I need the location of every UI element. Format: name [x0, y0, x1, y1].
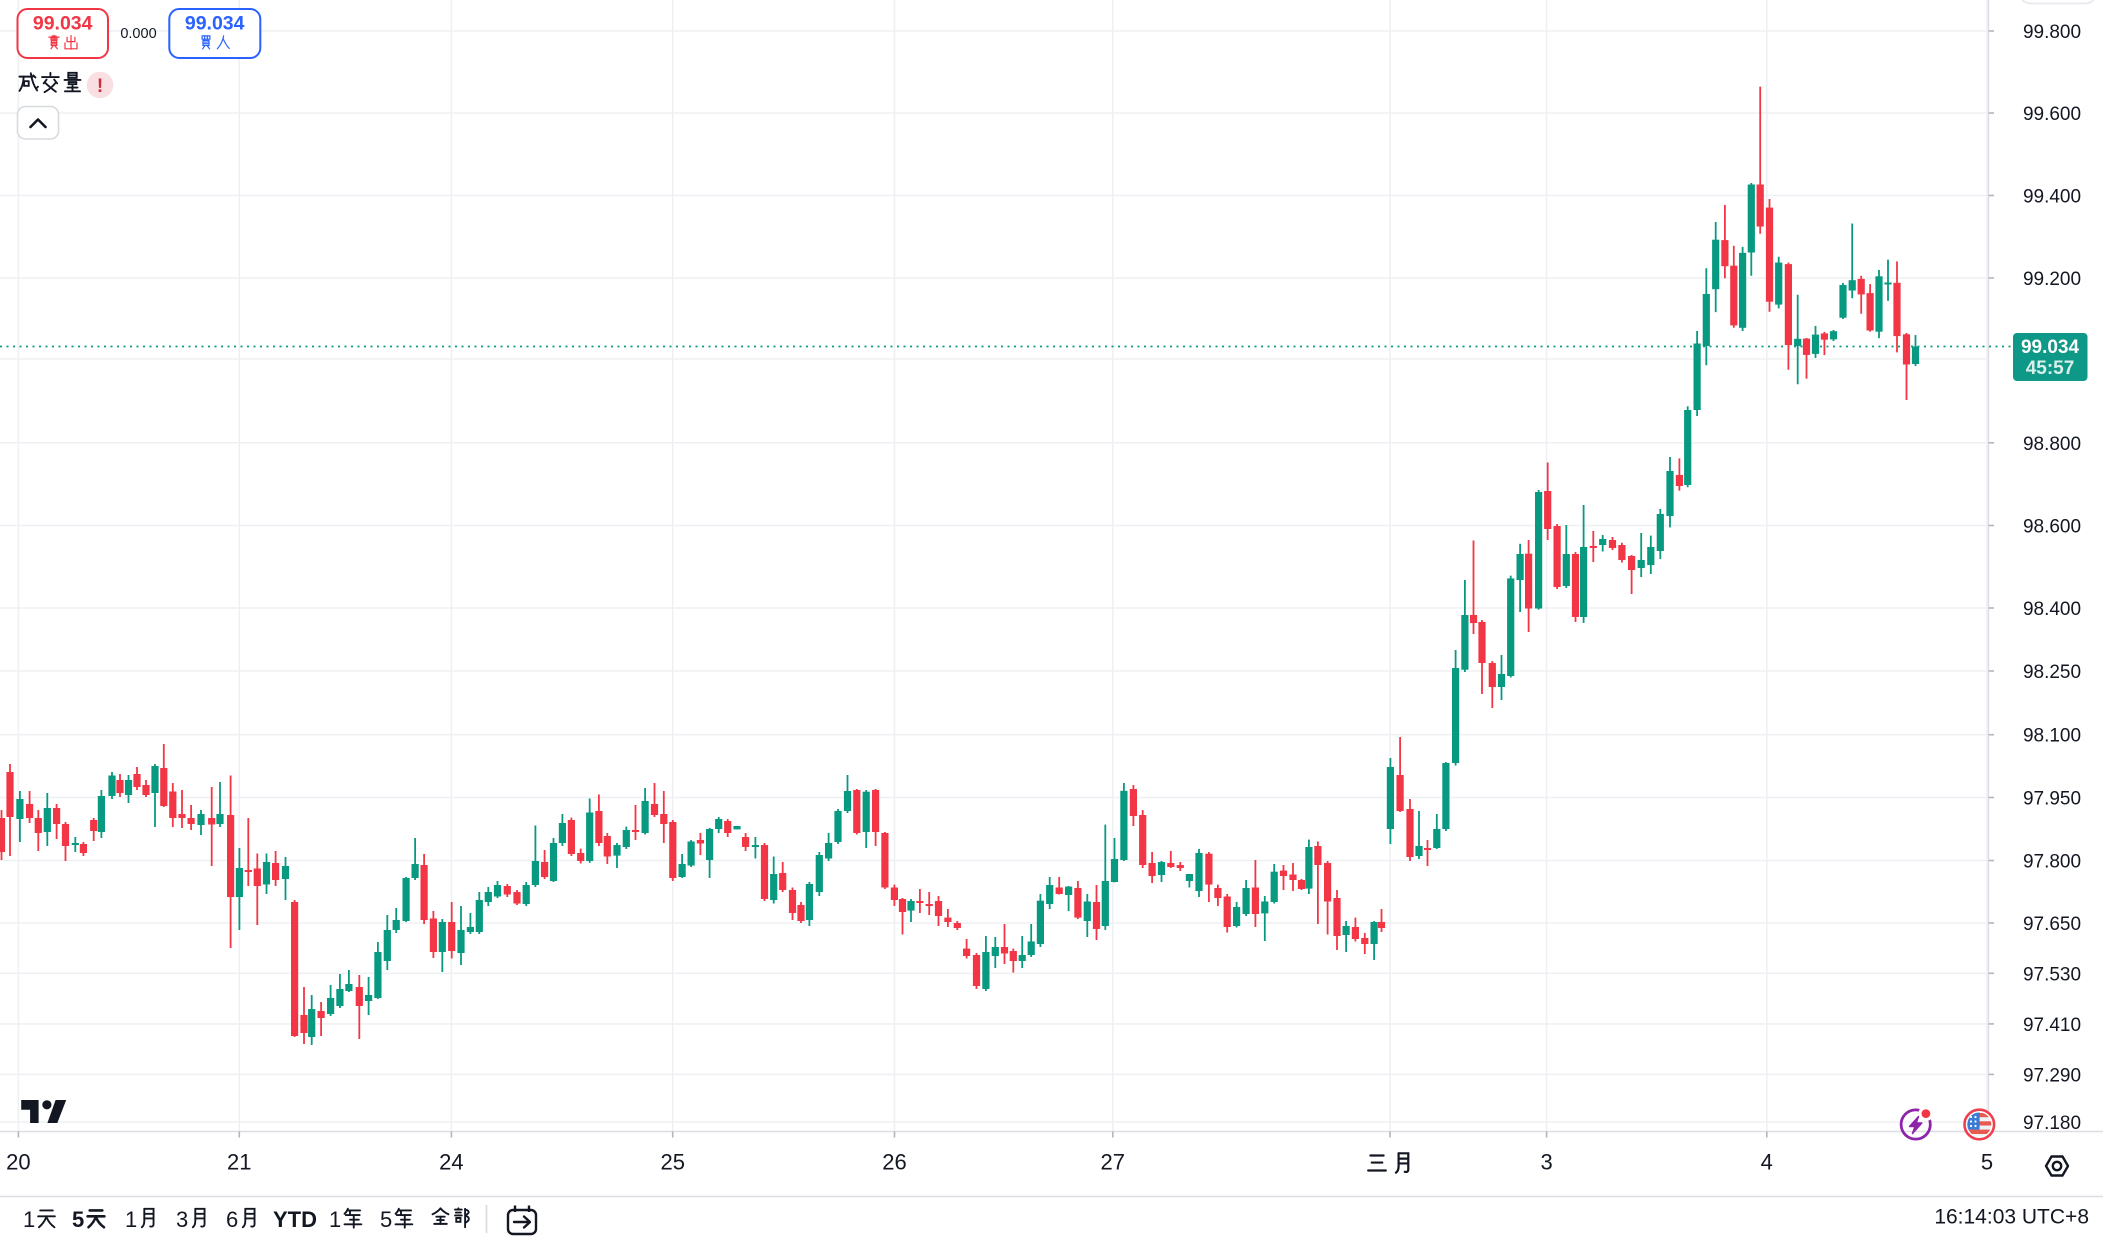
- svg-text:6: 6: [226, 1207, 238, 1232]
- svg-text:97.530: 97.530: [2023, 964, 2081, 985]
- svg-text:1: 1: [329, 1207, 341, 1232]
- svg-text:97.290: 97.290: [2023, 1065, 2081, 1086]
- svg-text:1: 1: [23, 1207, 35, 1232]
- svg-text:1: 1: [125, 1207, 137, 1232]
- svg-text:99.800: 99.800: [2023, 22, 2081, 43]
- svg-text:97.650: 97.650: [2023, 914, 2081, 935]
- svg-text:24: 24: [439, 1150, 463, 1175]
- svg-text:4: 4: [1761, 1150, 1773, 1175]
- svg-text:99.034: 99.034: [185, 13, 245, 35]
- svg-text:25: 25: [660, 1150, 684, 1175]
- svg-text:98.400: 98.400: [2023, 599, 2081, 620]
- svg-text:16:14:03 UTC+8: 16:14:03 UTC+8: [1934, 1206, 2089, 1229]
- svg-text:5: 5: [72, 1207, 84, 1232]
- svg-text:98.600: 98.600: [2023, 517, 2081, 538]
- svg-text:97.950: 97.950: [2023, 789, 2081, 810]
- svg-text:0.000: 0.000: [120, 26, 156, 42]
- svg-text:98.800: 98.800: [2023, 434, 2081, 455]
- svg-text:!: !: [97, 76, 103, 97]
- svg-text:98.100: 98.100: [2023, 726, 2081, 747]
- svg-text:3: 3: [1540, 1150, 1552, 1175]
- svg-text:99.034: 99.034: [2021, 337, 2080, 358]
- svg-text:3: 3: [176, 1207, 188, 1232]
- svg-text:45:57: 45:57: [2026, 358, 2075, 379]
- svg-text:21: 21: [227, 1150, 251, 1175]
- svg-text:99.200: 99.200: [2023, 269, 2081, 290]
- svg-text:97.410: 97.410: [2023, 1015, 2081, 1036]
- svg-text:97.180: 97.180: [2023, 1113, 2081, 1134]
- svg-text:20: 20: [6, 1150, 30, 1175]
- svg-text:99.400: 99.400: [2023, 187, 2081, 208]
- svg-text:26: 26: [882, 1150, 906, 1175]
- svg-text:97.800: 97.800: [2023, 852, 2081, 873]
- svg-text:27: 27: [1101, 1150, 1125, 1175]
- svg-text:99.034: 99.034: [33, 13, 93, 35]
- svg-text:5: 5: [380, 1207, 392, 1232]
- svg-text:YTD: YTD: [273, 1207, 317, 1232]
- svg-text:98.250: 98.250: [2023, 662, 2081, 683]
- svg-text:5: 5: [1981, 1150, 1993, 1175]
- svg-text:99.600: 99.600: [2023, 104, 2081, 125]
